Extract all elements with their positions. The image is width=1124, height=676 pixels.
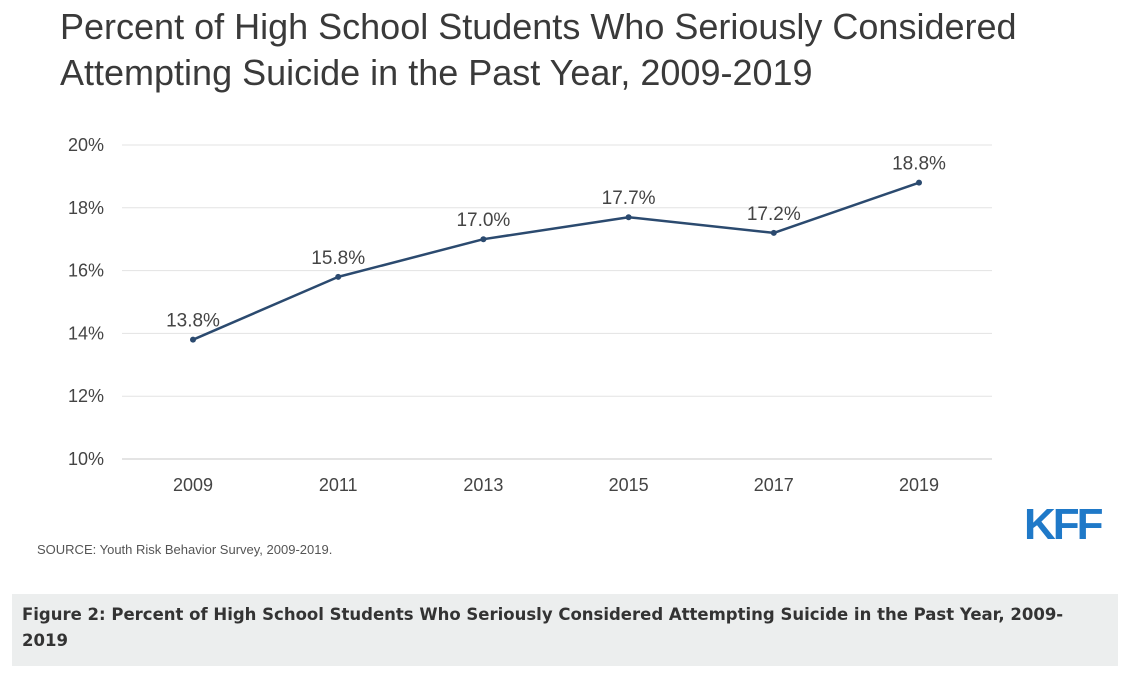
data-point [770, 229, 777, 236]
x-tick-label: 2011 [319, 475, 358, 495]
data-label: 18.8% [892, 154, 946, 175]
x-tick-label: 2017 [754, 475, 794, 495]
data-label: 17.2% [747, 204, 801, 225]
data-point [190, 336, 196, 343]
y-tick-label: 10% [68, 449, 104, 469]
source-note: SOURCE: Youth Risk Behavior Survey, 2009… [37, 542, 333, 557]
y-tick-label: 18% [68, 198, 104, 218]
y-axis: 10% 12% 14% 16% 18% 20% [68, 135, 104, 469]
y-tick-label: 16% [68, 261, 104, 281]
x-tick-label: 2013 [463, 475, 503, 495]
data-labels: 13.8% 15.8% 17.0% 17.7% 17.2% 18.8% [166, 154, 946, 332]
data-point [480, 236, 487, 243]
series-line-path [192, 181, 920, 341]
data-point [625, 214, 632, 221]
data-point [916, 179, 922, 186]
x-tick-label: 2009 [173, 475, 213, 495]
figure-caption-text: Figure 2: Percent of High School Student… [22, 605, 1064, 650]
data-label: 17.0% [456, 210, 510, 231]
x-tick-label: 2019 [899, 475, 939, 495]
data-label: 15.8% [311, 248, 365, 269]
y-tick-label: 14% [68, 323, 104, 343]
data-label: 13.8% [166, 311, 220, 332]
gridlines [122, 144, 992, 460]
line-chart: 10%12%14%16%18%20% 2009 2011 2013 2015 2017 2… [68, 135, 992, 495]
x-tick-label: 2015 [609, 475, 649, 495]
chart-title: Percent of High School Students Who Seri… [60, 6, 1017, 93]
kff-logo[interactable]: KFF [1024, 500, 1104, 549]
y-tick-label: 12% [68, 386, 104, 406]
series-line [190, 179, 922, 343]
data-label: 17.7% [602, 188, 656, 209]
x-axis: 2009 2011 2013 2015 2017 2019 [173, 475, 939, 495]
data-point [335, 273, 342, 280]
figure-caption: Figure 2: Percent of High School Student… [12, 594, 1118, 666]
y-tick-label: 20% [68, 135, 104, 155]
